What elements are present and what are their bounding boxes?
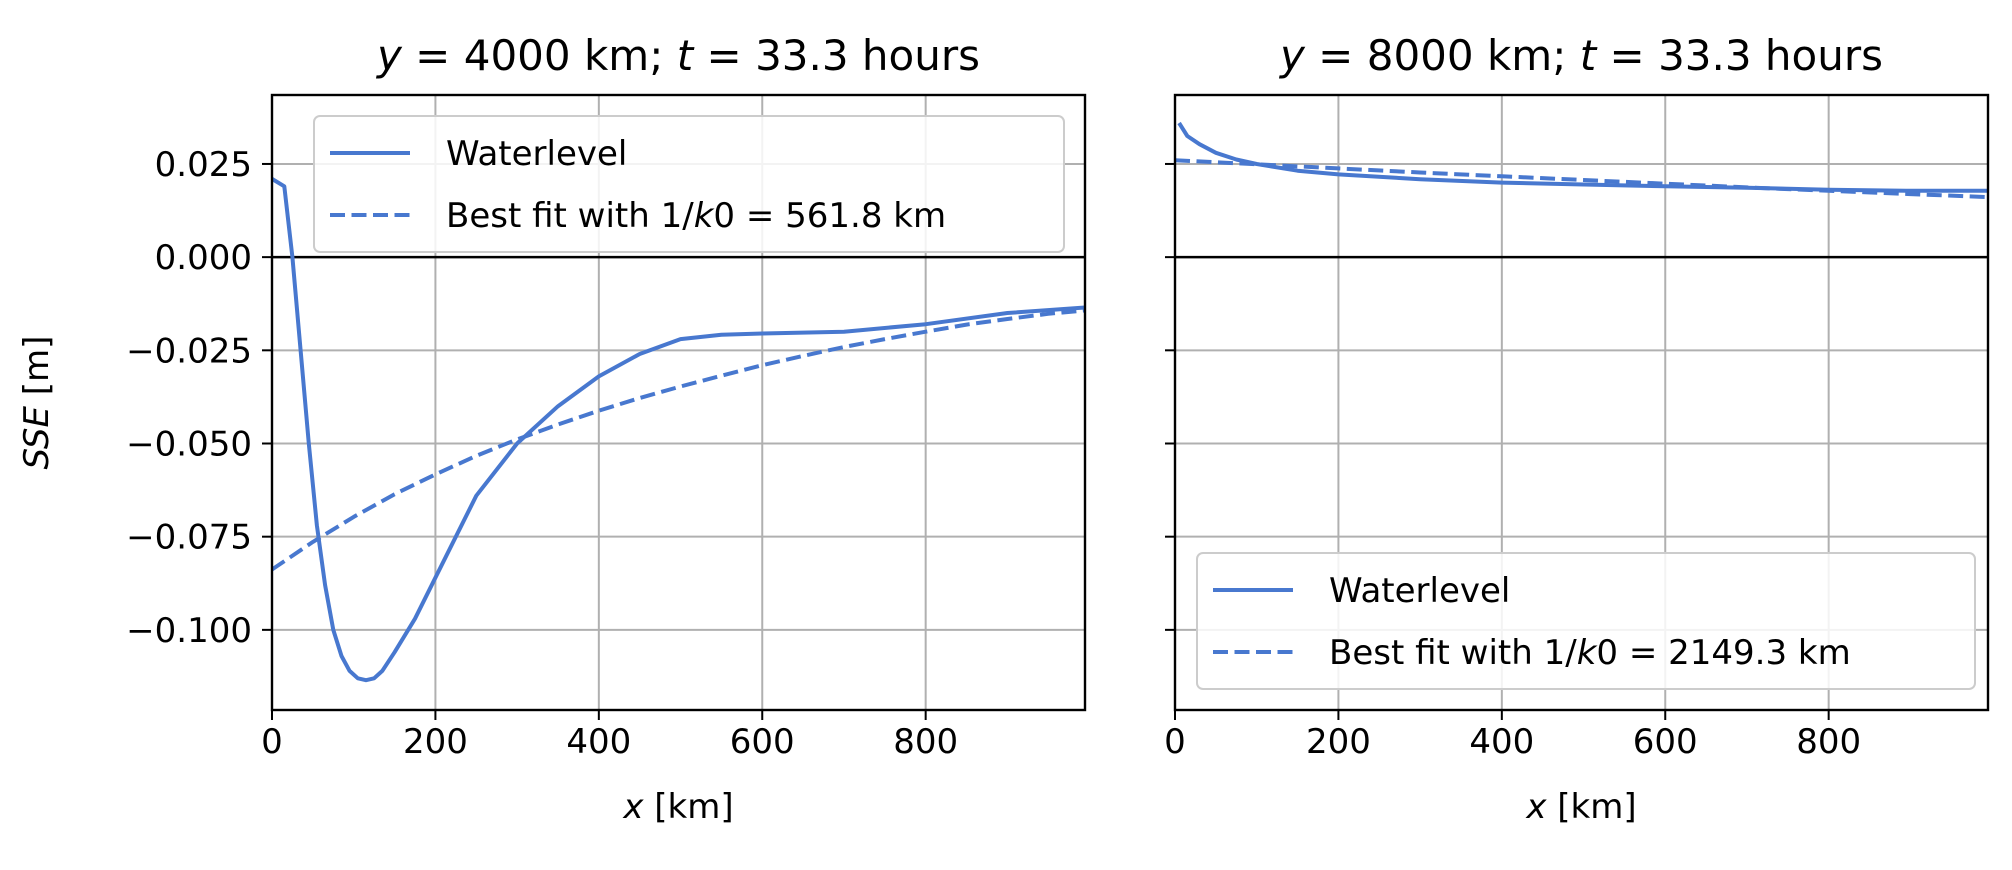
chart-title: y = 8000 km; t = 33.3 hours <box>1278 31 1883 80</box>
x-tick-label: 400 <box>1469 722 1534 762</box>
legend-label: Waterlevel <box>1329 571 1510 611</box>
axes-frame <box>1173 93 1990 712</box>
legend-box <box>313 115 1065 253</box>
legend: Waterlevel Best fit with 1/k0 = 561.8 km <box>313 115 1065 253</box>
legend-label: Best fit with 1/k0 = 2149.3 km <box>1329 633 1851 673</box>
x-tick-label: 0 <box>1164 722 1186 762</box>
series-best-fit-line <box>1175 158 1988 200</box>
x-tick-label: 800 <box>1796 722 1861 762</box>
axes-frame <box>270 93 1087 712</box>
subplot-right: 0 200 400 600 800 y = 8000 km; t = 33.3 hours… <box>1164 31 1990 827</box>
chart-title: y = 4000 km; t = 33.3 hours <box>375 31 980 80</box>
x-tick-label: 200 <box>403 722 468 762</box>
y-tick-label: −0.075 <box>126 518 252 558</box>
subplot-left: 0 200 400 600 800 0.025 0.000 −0.025 −0.050 −0.07… <box>17 31 1087 827</box>
x-tick-label: 400 <box>566 722 631 762</box>
y-tick-label: 0.000 <box>155 238 252 278</box>
legend-label: Best fit with 1/k0 = 561.8 km <box>446 196 946 236</box>
y-axis-label: SSE [m] <box>17 336 57 470</box>
x-tick-label: 200 <box>1306 722 1371 762</box>
x-tick-label: 800 <box>893 722 958 762</box>
legend: Waterlevel Best fit with 1/k0 = 2149.3 km <box>1196 552 1976 690</box>
x-tick-label: 600 <box>730 722 795 762</box>
y-tick-label: −0.100 <box>126 611 252 651</box>
x-tick-label: 600 <box>1633 722 1698 762</box>
x-axis-label: x [km] <box>1525 787 1636 827</box>
legend-box <box>1196 552 1976 690</box>
series-best-fit-line <box>272 308 1085 572</box>
y-tick-label: −0.050 <box>126 425 252 465</box>
x-axis-label: x [km] <box>622 787 733 827</box>
series-waterlevel-line <box>272 177 1085 683</box>
x-tick-label: 0 <box>261 722 283 762</box>
y-tick-label: −0.025 <box>126 331 252 371</box>
legend-label: Waterlevel <box>446 134 627 174</box>
y-tick-label: 0.025 <box>155 145 252 185</box>
